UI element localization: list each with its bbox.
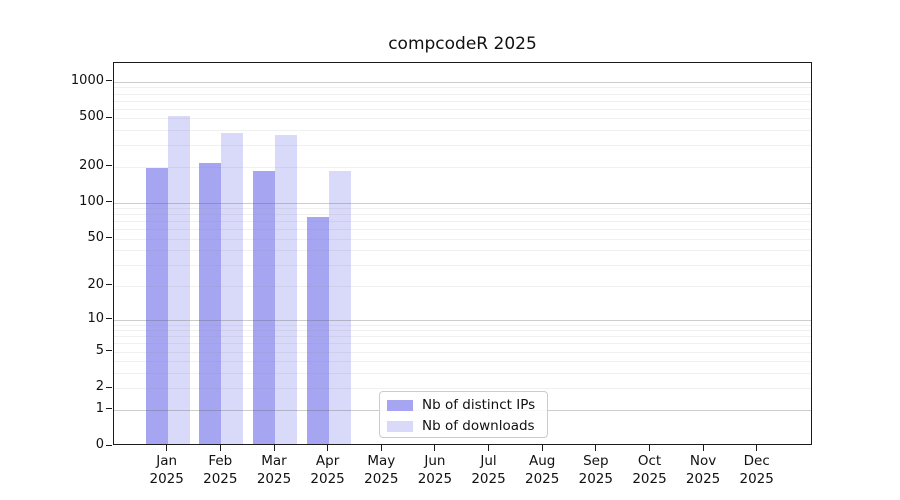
y-axis-label-200: 200 bbox=[79, 157, 104, 173]
y-axis-tick-500 bbox=[106, 116, 112, 118]
gridline-y-70 bbox=[114, 221, 811, 223]
x-axis-label-may: May 2025 bbox=[364, 453, 399, 487]
gridline-y-2 bbox=[114, 388, 811, 390]
x-axis-tick-jan bbox=[166, 445, 168, 451]
y-axis-label-50: 50 bbox=[87, 229, 104, 245]
gridline-y-600 bbox=[114, 108, 811, 110]
bar-downloads-feb bbox=[221, 133, 244, 444]
y-axis-tick-10 bbox=[106, 318, 112, 320]
y-axis-label-20: 20 bbox=[87, 276, 104, 292]
bar-downloads-mar bbox=[274, 135, 297, 444]
x-axis-label-sep: Sep 2025 bbox=[578, 453, 613, 487]
gridline-y-8 bbox=[114, 330, 811, 332]
legend-item-downloads: Nb of downloads bbox=[387, 416, 535, 436]
y-axis-label-1: 1 bbox=[95, 400, 104, 416]
y-axis-tick-1000 bbox=[106, 80, 112, 82]
y-axis-tick-2 bbox=[106, 386, 112, 388]
bar-downloads-jan bbox=[167, 116, 190, 444]
gridline-y-900 bbox=[114, 87, 811, 89]
x-axis-label-dec: Dec 2025 bbox=[739, 453, 774, 487]
x-axis-tick-dec bbox=[756, 445, 758, 451]
x-axis-tick-nov bbox=[702, 445, 704, 451]
y-axis-tick-50 bbox=[106, 237, 112, 239]
gridline-y-10 bbox=[114, 319, 811, 321]
chart-title: compcodeR 2025 bbox=[388, 34, 537, 54]
x-axis-label-oct: Oct 2025 bbox=[632, 453, 667, 487]
gridline-y-4 bbox=[114, 361, 811, 363]
legend-item-distinct-ips: Nb of distinct IPs bbox=[387, 395, 535, 415]
x-axis-label-nov: Nov 2025 bbox=[685, 453, 721, 487]
gridline-y-50 bbox=[114, 238, 811, 240]
x-axis-tick-mar bbox=[273, 445, 275, 451]
gridline-y-90 bbox=[114, 208, 811, 210]
y-axis-label-100: 100 bbox=[79, 193, 104, 209]
gridline-y-30 bbox=[114, 265, 811, 266]
gridline-y-500 bbox=[114, 118, 811, 120]
x-axis-tick-jul bbox=[488, 445, 489, 451]
gridline-y-60 bbox=[114, 229, 811, 231]
x-axis-label-aug: Aug 2025 bbox=[525, 453, 560, 487]
gridline-y-3 bbox=[114, 372, 811, 374]
y-axis-label-5: 5 bbox=[95, 342, 104, 358]
gridline-y-800 bbox=[114, 93, 811, 95]
y-axis-tick-100 bbox=[106, 201, 112, 203]
x-axis-label-jul: Jul 2025 bbox=[471, 453, 506, 487]
gridline-y-9 bbox=[114, 324, 811, 326]
gridline-y-100 bbox=[114, 202, 811, 204]
legend-label-distinct-ips: Nb of distinct IPs bbox=[422, 397, 536, 413]
x-axis-tick-may bbox=[380, 445, 382, 451]
y-axis-tick-1 bbox=[106, 408, 112, 409]
y-axis-tick-0 bbox=[106, 444, 112, 446]
x-axis-tick-sep bbox=[595, 445, 597, 451]
gridline-y-20 bbox=[114, 285, 811, 287]
y-axis-tick-20 bbox=[106, 284, 112, 285]
x-axis-tick-aug bbox=[541, 445, 543, 451]
gridline-y-1000 bbox=[114, 81, 811, 83]
y-axis-label-500: 500 bbox=[79, 109, 104, 125]
x-axis-tick-jun bbox=[434, 445, 436, 451]
bar-layer bbox=[114, 63, 811, 444]
legend-swatch-distinct-ips-icon bbox=[387, 399, 413, 411]
bar-distinct-ips-feb bbox=[199, 162, 222, 444]
gridline-y-700 bbox=[114, 100, 811, 102]
gridline-y-300 bbox=[114, 145, 811, 147]
plot-area: Nb of distinct IPs Nb of downloads bbox=[113, 62, 812, 445]
gridline-y-80 bbox=[114, 214, 811, 216]
y-axis-tick-200 bbox=[106, 165, 112, 166]
x-axis-label-jun: Jun 2025 bbox=[417, 453, 453, 487]
gridline-y-5 bbox=[114, 351, 811, 353]
gridline-y-40 bbox=[114, 250, 811, 252]
gridline-y-200 bbox=[114, 166, 811, 168]
x-axis-tick-oct bbox=[649, 445, 650, 451]
y-axis-label-2: 2 bbox=[95, 379, 104, 395]
bar-distinct-ips-apr bbox=[306, 217, 329, 444]
x-axis-label-apr: Apr 2025 bbox=[310, 453, 345, 487]
y-axis-label-1000: 1000 bbox=[70, 72, 104, 88]
legend: Nb of distinct IPs Nb of downloads bbox=[379, 391, 548, 438]
grid-layer bbox=[114, 63, 811, 444]
legend-label-downloads: Nb of downloads bbox=[422, 418, 535, 434]
x-axis-label-jan: Jan 2025 bbox=[149, 453, 184, 487]
gridline-y-7 bbox=[114, 336, 811, 338]
bar-distinct-ips-mar bbox=[252, 170, 275, 444]
bar-downloads-apr bbox=[328, 170, 351, 444]
bar-distinct-ips-jan bbox=[145, 168, 168, 444]
x-axis-label-mar: Mar 2025 bbox=[256, 453, 292, 487]
y-axis-tick-5 bbox=[106, 350, 112, 352]
gridline-y-6 bbox=[114, 343, 811, 345]
x-axis-tick-apr bbox=[327, 445, 329, 451]
gridline-y-400 bbox=[114, 130, 811, 132]
x-axis-tick-feb bbox=[219, 445, 221, 451]
legend-swatch-downloads-icon bbox=[387, 420, 413, 432]
y-axis-label-10: 10 bbox=[87, 310, 104, 326]
x-axis-label-feb: Feb 2025 bbox=[203, 453, 238, 487]
y-axis-label-0: 0 bbox=[95, 437, 104, 452]
